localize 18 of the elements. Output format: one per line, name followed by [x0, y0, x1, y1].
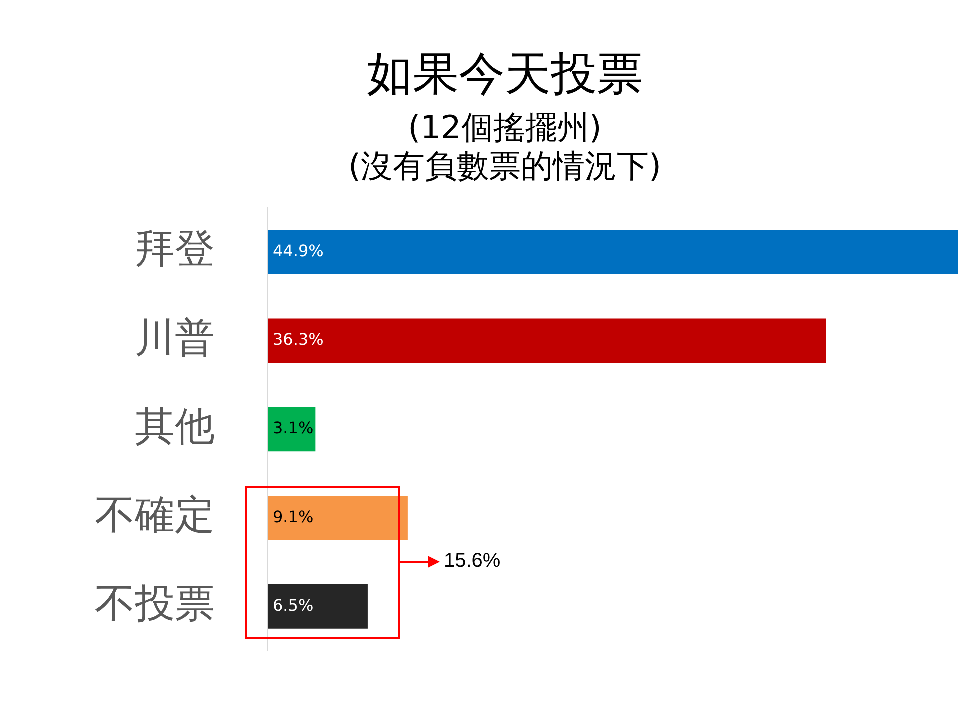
chart-title: 如果今天投票	[367, 46, 643, 101]
y-tick-label: 拜登	[135, 226, 215, 273]
bar	[268, 230, 958, 274]
data-label: 3.1%	[273, 418, 314, 438]
chart-subtitle: (12個搖擺州) (沒有負數票的情況下)	[348, 108, 662, 186]
data-label: 44.9%	[273, 241, 324, 260]
data-label: 6.5%	[273, 596, 314, 615]
bar	[268, 407, 316, 452]
y-tick-label: 不確定	[95, 492, 215, 538]
bar	[268, 496, 408, 540]
annotation: 15.6%	[444, 550, 501, 574]
bar	[268, 584, 368, 629]
bar	[268, 318, 826, 364]
y-tick-label: 其他	[135, 404, 215, 450]
data-label: 9.1%	[273, 507, 314, 526]
y-tick-label: 川普	[135, 315, 215, 362]
data-label: 36.3%	[273, 330, 324, 350]
y-tick-label: 不投票	[95, 581, 215, 628]
